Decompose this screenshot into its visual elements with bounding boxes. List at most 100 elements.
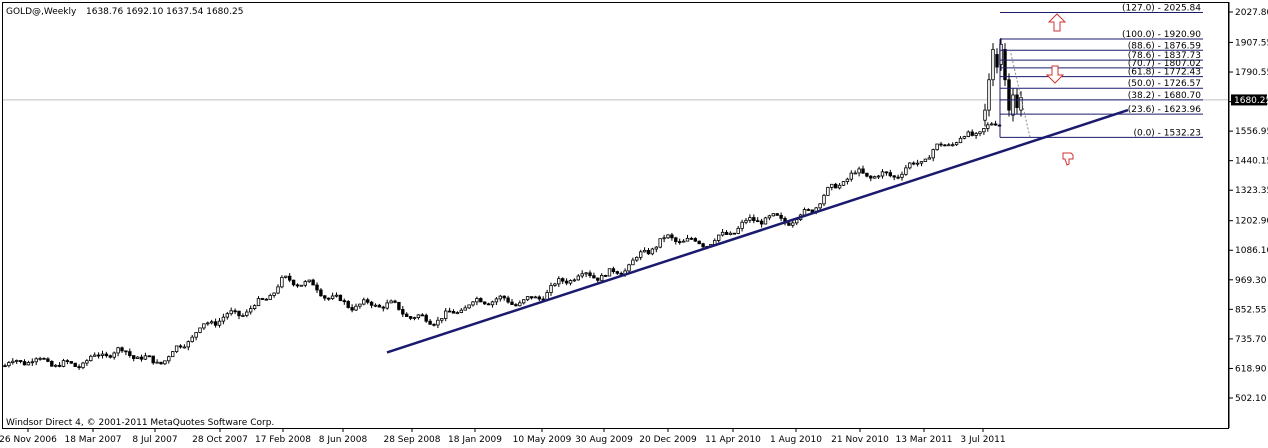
up-arrow-icon[interactable] [1047,13,1067,32]
candle-body [549,285,553,293]
x-tick-label: 21 Nov 2010 [831,435,889,445]
candle-body [385,302,389,309]
candle-body [436,319,440,326]
candle-body [639,251,643,258]
candle-body [876,175,881,178]
candle-body [280,276,284,288]
candle-body [502,295,506,299]
candle-body [635,256,639,261]
candle-body [268,295,272,300]
candle-body [475,298,479,303]
time-axis: 26 Nov 2006 18 Mar 2007 8 Jul 2007 28 Oct 2… [0,428,1006,445]
candle-body [826,187,830,196]
candle-body [420,314,424,317]
candle-body [962,136,967,139]
candle-body [260,298,265,300]
x-tick-label: 28 Oct 2007 [192,435,248,445]
y-tick-label: 618.90 [1235,364,1267,374]
candle-body [845,178,850,183]
candle-body [342,300,346,303]
candle-body [416,314,421,318]
candle-body [252,305,257,310]
candle-body [128,351,132,356]
candle-body [30,361,34,364]
candle-body [995,54,999,68]
y-tick-label: 1440.15 [1235,157,1268,167]
candle-body [81,362,85,369]
candle-body [841,181,846,186]
candle-body [732,232,736,235]
candle-body [506,297,510,303]
candle-body [1011,94,1015,116]
candle-body [759,220,764,225]
candle-body [135,356,140,359]
x-tick-label: 3 Jul 2011 [960,435,1005,445]
candle-body [54,364,58,367]
x-tick-label: 1 Aug 2010 [770,435,822,445]
fibo-diagonal [1009,49,1031,138]
candle-body [440,318,444,321]
candle-body [96,354,101,357]
candle-body [334,294,339,297]
x-tick-label: 26 Nov 2006 [0,435,57,445]
fibo-level-label: (0.0) - 1532.23 [1133,128,1201,138]
candle-body [57,364,62,367]
candle-body [42,357,46,360]
y-tick-label: 852.55 [1235,305,1267,315]
candle-body [159,361,163,365]
candle-body [596,277,600,281]
y-tick-label: 1556.95 [1235,127,1268,137]
candle-body [209,321,214,324]
fibo-level-label: (88.6) - 1876.59 [1128,41,1202,51]
y-tick-label: 1202.90 [1235,217,1268,227]
candle-body [18,360,23,362]
thumbs-down-icon[interactable] [1062,152,1074,166]
candle-body [990,123,994,126]
candle-body [3,365,7,368]
chart-ohlc: 1638.76 1692.10 1637.54 1680.25 [86,7,243,17]
candle-body [557,278,561,285]
candle-body [619,272,623,275]
candle-body [830,183,834,188]
candle-body [572,279,577,282]
candle-body [720,231,725,236]
x-tick-label: 18 Jan 2009 [448,435,502,445]
candle-body [978,131,982,135]
candle-body [588,272,592,277]
candle-body [264,298,268,301]
candle-body [404,313,409,317]
down-arrow-icon[interactable] [1045,65,1065,84]
candle-body [681,240,686,243]
candle-body [486,303,491,306]
candle-body [291,279,296,286]
fibonacci-levels: (127.0) - 2025.84 (100.0) - 1920.90(88.6)… [999,3,1203,138]
candle-body [568,280,573,284]
candle-body [479,298,483,303]
candle-body [124,350,128,353]
candle-body [525,296,530,301]
candle-body [865,172,869,177]
candle-body [744,219,748,223]
trendline[interactable] [386,108,1129,354]
candle-body [213,321,218,326]
candle-body [670,234,674,239]
candle-body [11,360,15,363]
candle-body [919,161,924,164]
candle-body [767,215,772,219]
candle-body [174,345,179,353]
candle-body [498,295,502,300]
candle-body [408,316,413,319]
candle-body [443,310,448,319]
candle-body [689,237,694,240]
candle-body [600,275,604,281]
candle-body [482,301,487,305]
candle-body [983,109,987,121]
y-tick-label: 2027.80 [1235,8,1268,18]
candles-layer [3,38,1023,370]
candle-body [471,301,475,306]
y-tick-label: 1790.55 [1235,68,1268,78]
candle-body [880,171,885,177]
candle-body [225,313,229,318]
